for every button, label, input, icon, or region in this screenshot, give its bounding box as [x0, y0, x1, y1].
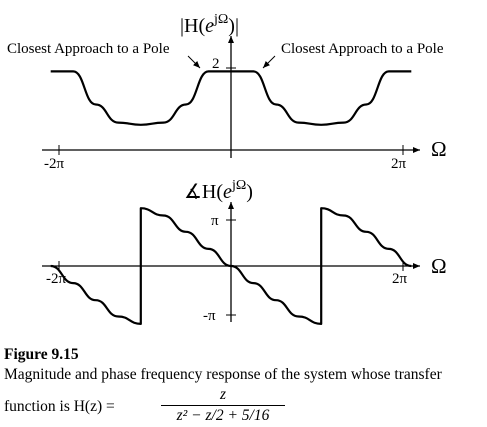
- phase-y-tick-pos: π: [211, 213, 236, 229]
- tf-denominator: z² − z/2 + 5/16: [176, 407, 270, 424]
- annotation-left: Closest Approach to a Pole: [7, 41, 170, 57]
- annotation-right: Closest Approach to a Pole: [281, 41, 444, 57]
- phase-x-tick-label: 2π: [392, 271, 408, 287]
- magnitude-title: |H(ejΩ)|: [180, 12, 239, 37]
- annotation-left-arrow: [187, 55, 201, 69]
- phase-plot: ∡H(ejΩ) Ω π -π -2π 2π: [42, 178, 447, 325]
- phase-x-tick-label: -2π: [46, 271, 66, 287]
- magnitude-x-axis-label: Ω: [431, 137, 447, 161]
- magnitude-x-tick-pos: 2π: [391, 145, 407, 172]
- magnitude-curve: [50, 70, 412, 126]
- magnitude-x-tick-neg: -2π: [44, 145, 64, 172]
- transfer-function-line: function is H(z) = z z² − z/2 + 5/16: [4, 385, 482, 427]
- phase-x-axis-label: Ω: [431, 254, 447, 278]
- tf-numerator: z: [219, 386, 227, 403]
- figure-label: Figure 9.15: [4, 346, 79, 363]
- transfer-function-fraction: z z² − z/2 + 5/16: [153, 385, 293, 426]
- magnitude-y-tick: 2: [212, 56, 236, 72]
- figure-plots: |H(ejΩ)| Ω 2 -2π 2π Closest Approach to …: [7, 12, 447, 325]
- phase-x-tick-neg: -2π: [46, 261, 66, 287]
- phase-y-tick-label: -π: [203, 308, 216, 324]
- magnitude-x-tick-label: 2π: [391, 156, 407, 172]
- caption-line-1: Magnitude and phase frequency response o…: [4, 366, 442, 383]
- magnitude-plot: |H(ejΩ)| Ω 2 -2π 2π Closest Approach to …: [7, 12, 447, 172]
- figure-caption: Figure 9.15 Magnitude and phase frequenc…: [4, 345, 482, 427]
- fraction-bar: [161, 405, 285, 406]
- phase-title: ∡H(ejΩ): [184, 178, 253, 203]
- phase-y-tick-label: π: [211, 213, 219, 229]
- magnitude-x-tick-label: -2π: [44, 156, 64, 172]
- phase-y-tick-neg: -π: [203, 308, 236, 324]
- annotation-right-arrow: [262, 55, 276, 69]
- phase-curve: [50, 207, 412, 325]
- caption-line-2-lead: function is H(z) =: [4, 398, 115, 415]
- magnitude-y-tick-label: 2: [212, 56, 220, 72]
